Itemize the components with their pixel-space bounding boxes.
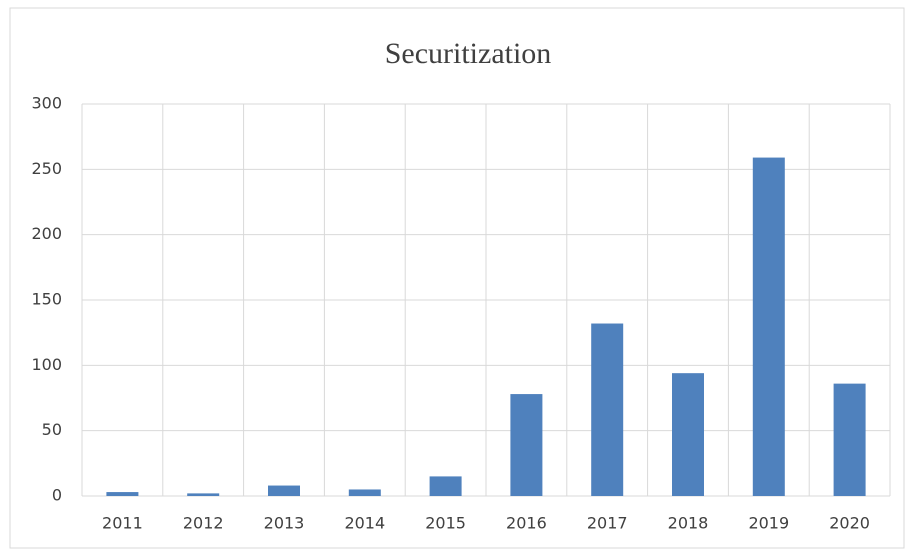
bar: [510, 394, 542, 496]
bar: [834, 384, 866, 496]
bar: [349, 489, 381, 496]
bar: [591, 324, 623, 496]
bar: [268, 486, 300, 496]
x-tick-label: 2017: [587, 514, 628, 533]
y-tick-label: 0: [52, 486, 62, 505]
y-tick-label: 200: [31, 224, 62, 243]
chart-title: Securitization: [385, 37, 552, 70]
x-tick-label: 2016: [506, 514, 547, 533]
x-tick-label: 2013: [264, 514, 305, 533]
x-tick-label: 2012: [183, 514, 224, 533]
x-tick-label: 2018: [668, 514, 709, 533]
y-tick-label: 100: [31, 355, 62, 374]
bar: [672, 373, 704, 496]
bar: [106, 492, 138, 496]
x-tick-label: 2014: [344, 514, 385, 533]
bar: [753, 158, 785, 496]
x-tick-label: 2015: [425, 514, 466, 533]
y-tick-label: 50: [42, 420, 62, 439]
chart: Securitization 0 50 100 150 200 250 300 2011 201…: [0, 0, 908, 550]
bar: [187, 493, 219, 496]
x-tick-label: 2020: [829, 514, 870, 533]
x-tick-label: 2019: [748, 514, 789, 533]
bar: [430, 476, 462, 496]
x-tick-label: 2011: [102, 514, 143, 533]
y-tick-label: 150: [31, 290, 62, 309]
y-tick-label: 250: [31, 159, 62, 178]
y-tick-label: 300: [31, 94, 62, 113]
